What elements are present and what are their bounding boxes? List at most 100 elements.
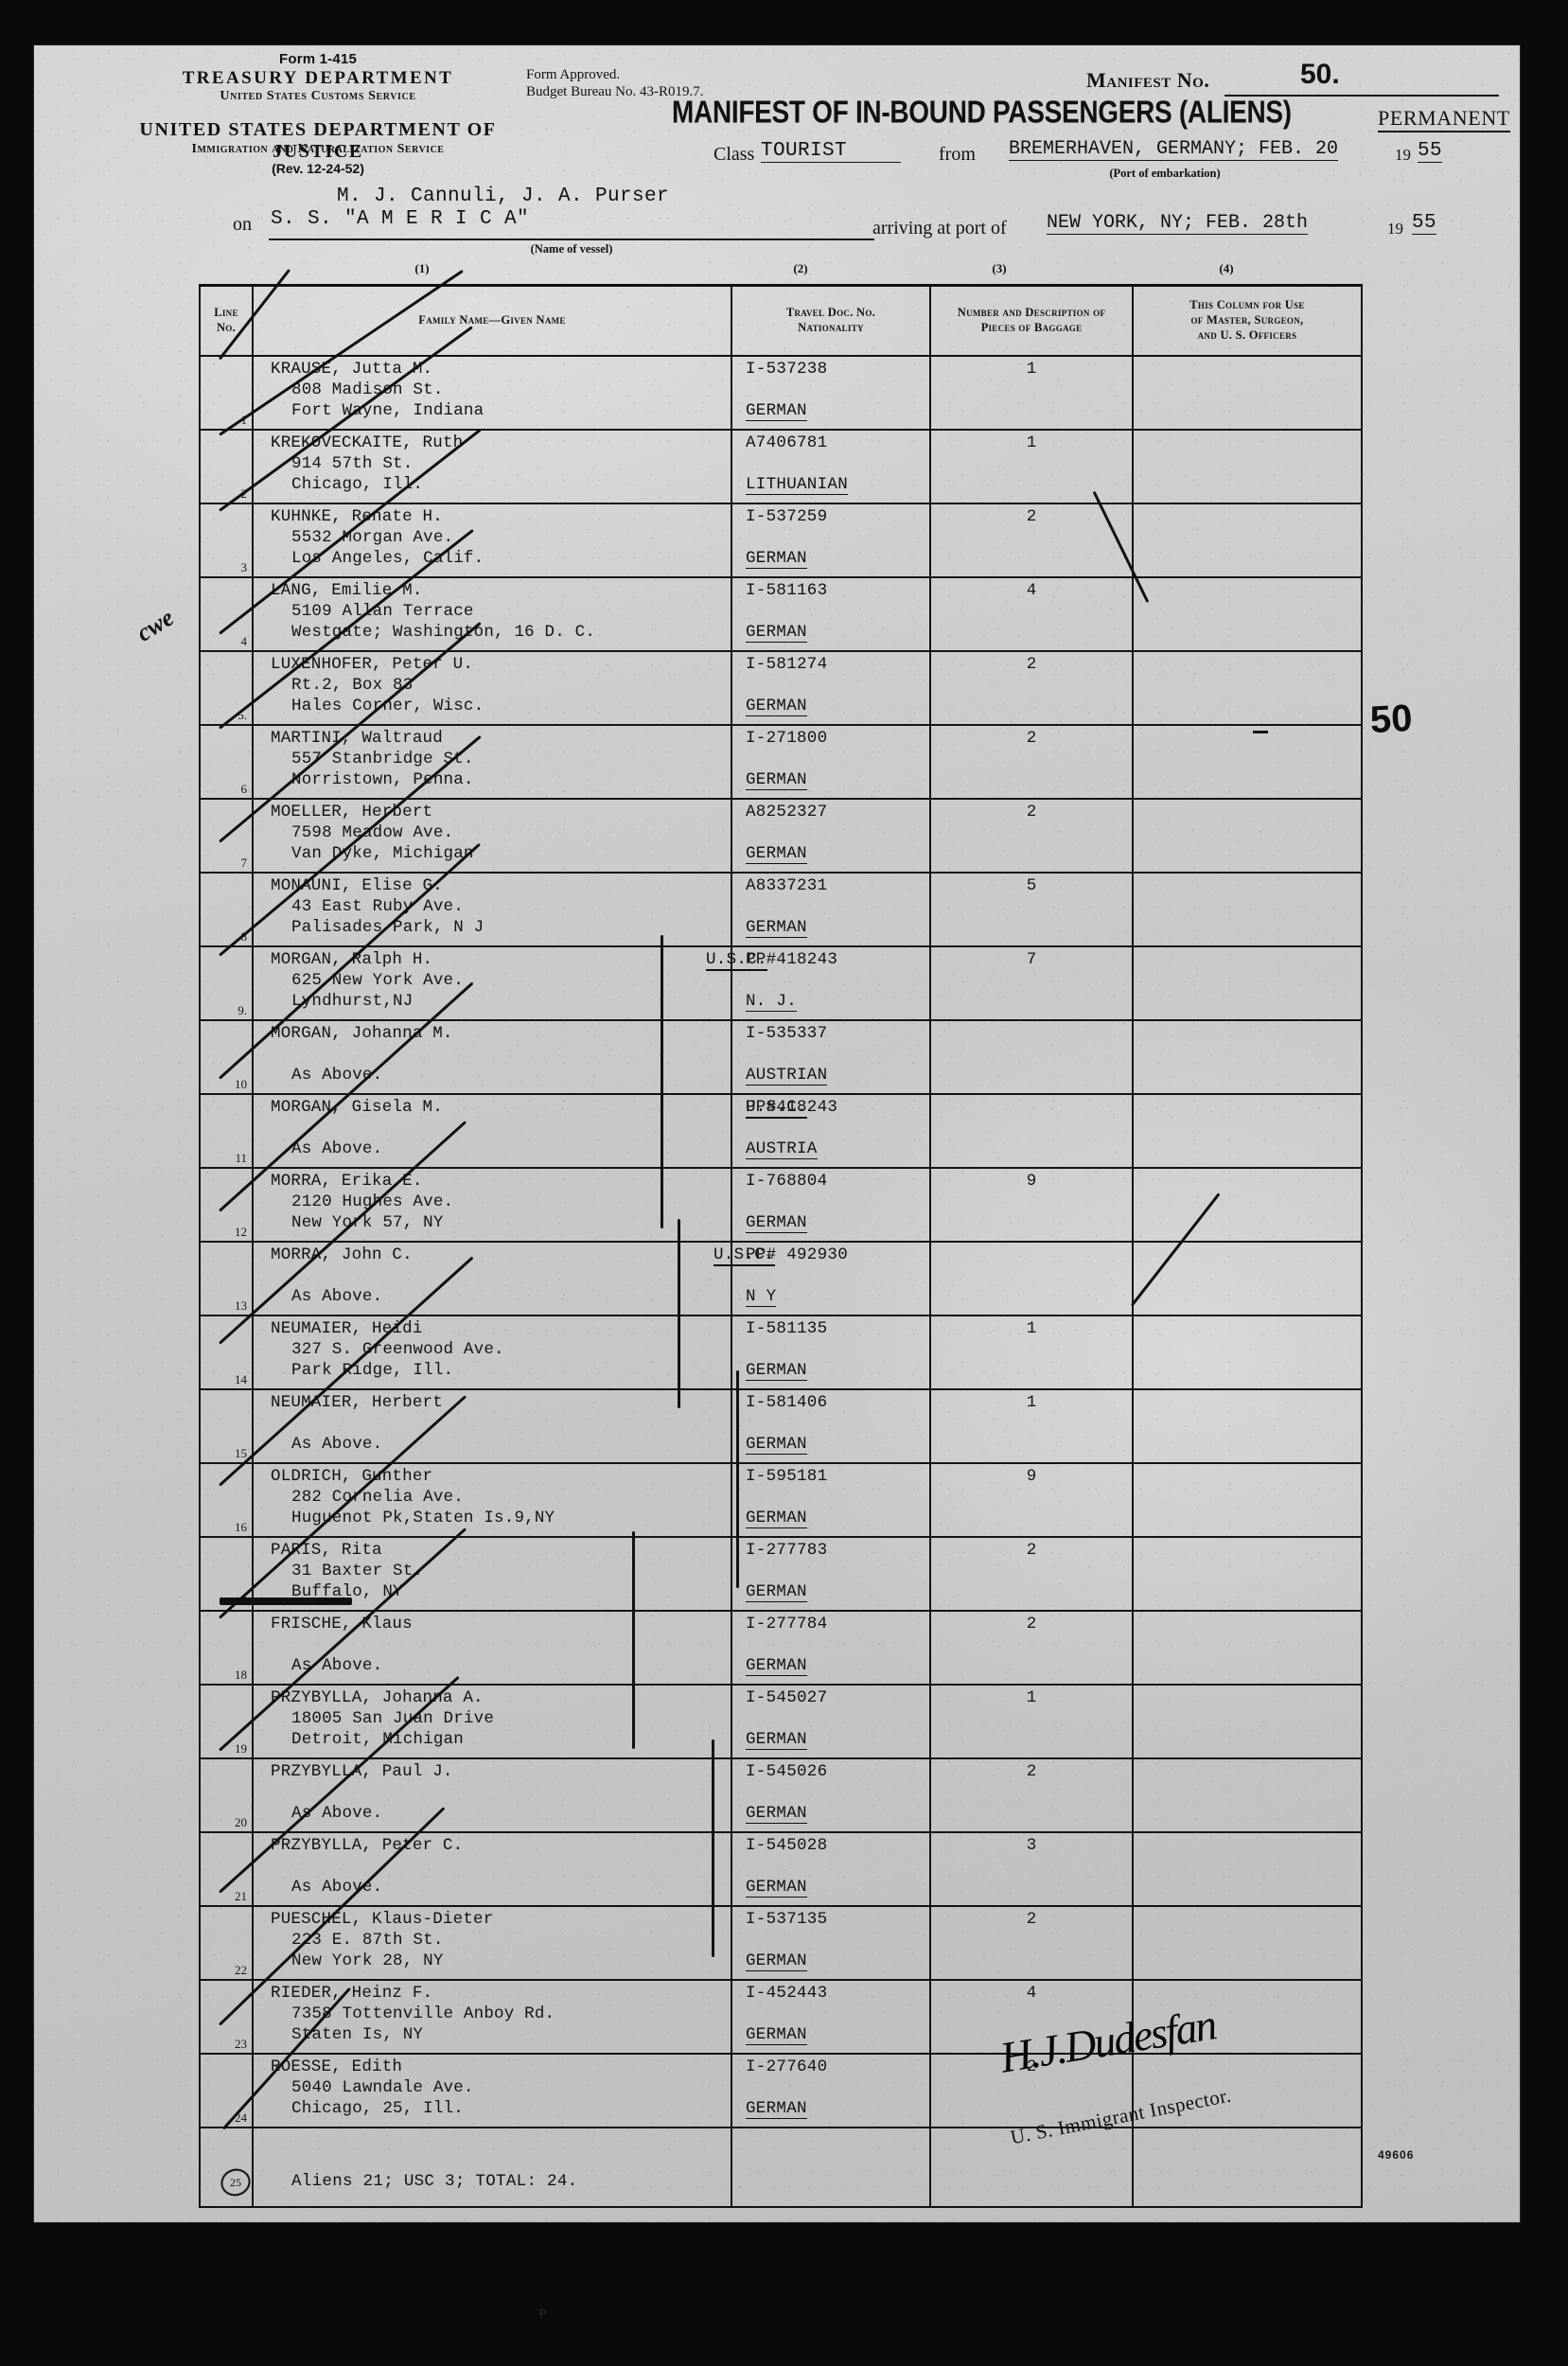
passenger-rows-host: 1 KRAUSE, Jutta M.808 Madison St. Fort Way… bbox=[201, 357, 1361, 2127]
baggage-count: 9 bbox=[1026, 1467, 1037, 1486]
row-document-cell: I-537259 GERMAN bbox=[732, 504, 931, 576]
vessel-name-rule bbox=[269, 238, 874, 240]
row-line-number-cell: 5. bbox=[201, 652, 254, 724]
travel-document-number: I-545027 bbox=[746, 1688, 828, 1707]
row-officers-cell bbox=[1134, 1907, 1361, 1979]
row-baggage-cell: 1 bbox=[931, 357, 1134, 429]
nationality: GERMAN bbox=[746, 623, 807, 643]
row-document-cell: I-537135 GERMAN bbox=[732, 1907, 931, 1979]
row-document-cell: PP# 492930 N Y bbox=[732, 1243, 931, 1315]
travel-document-number: I-277784 bbox=[746, 1615, 828, 1633]
passenger-address-line-2: Hales Corner, Wisc. bbox=[291, 697, 484, 715]
table-row: 18 FRISCHE, Klaus As Above. I-277784 GERMAN 2 bbox=[201, 1610, 1361, 1684]
passenger-name: PRZYBYLLA, Johanna A. bbox=[271, 1688, 484, 1707]
row-line-number: 18 bbox=[235, 1668, 247, 1682]
header-off-l2: of Master, Surgeon, bbox=[1190, 313, 1304, 327]
baggage-count: 1 bbox=[1026, 1393, 1037, 1412]
passenger-address-line-1: 223 E. 87th St. bbox=[291, 1931, 444, 1950]
arriving-at-port-label: arriving at port of bbox=[872, 218, 1007, 238]
passenger-address-line-1: 282 Cornelia Ave. bbox=[291, 1488, 464, 1507]
travel-document-number: I-537259 bbox=[746, 507, 828, 526]
row-baggage-cell bbox=[931, 1095, 1134, 1167]
treasury-department-title: TREASURY DEPARTMENT bbox=[182, 68, 454, 88]
passenger-address-line-2: As Above. bbox=[291, 1066, 383, 1085]
nationality: GERMAN bbox=[746, 1656, 807, 1676]
row-line-number-cell: 23 bbox=[201, 1981, 254, 2053]
officer-column-handwritten-mark: 50 bbox=[1368, 697, 1414, 742]
row-document-cell: I-545027 GERMAN bbox=[732, 1686, 931, 1757]
customs-service-title: United States Customs Service bbox=[220, 89, 416, 103]
baggage-count: 5 bbox=[1026, 876, 1037, 895]
row-baggage-cell: 3 bbox=[931, 1833, 1134, 1905]
passenger-address-line-1: 7358 Tottenville Anboy Rd. bbox=[291, 2004, 555, 2023]
nationality: GERMAN bbox=[746, 1804, 807, 1824]
row-line-number: 22 bbox=[235, 1963, 247, 1977]
total-row-line-cell: 25 bbox=[201, 2128, 254, 2206]
passenger-address-line-2: New York 28, NY bbox=[291, 1951, 444, 1970]
baggage-count: 2 bbox=[1026, 1541, 1037, 1560]
row-name-cell: ROESSE, Edith 5040 Lawndale Ave. Chicago, … bbox=[254, 2055, 732, 2127]
table-row: 11 MORGAN, Gisela M. As Above. U.S.C. PP#418… bbox=[201, 1093, 1361, 1167]
table-header-row: Line No. Family Name—Given Name Travel D… bbox=[201, 287, 1361, 357]
row-document-cell: I-535337 AUSTRIAN bbox=[732, 1021, 931, 1093]
table-row: 16 OLDRICH, Gunther 282 Cornelia Ave. Hugue… bbox=[201, 1462, 1361, 1536]
passenger-address-line-2: As Above. bbox=[291, 1656, 383, 1675]
table-row: 7 MOELLER, Herbert 7598 Meadow Ave. Van Dyk… bbox=[201, 798, 1361, 872]
row-line-number-cell: 7 bbox=[201, 800, 254, 872]
header-cell-document: Travel Doc. No. Nationality bbox=[732, 287, 931, 355]
row-officers-cell bbox=[1134, 1095, 1361, 1167]
passenger-address-line-2: Chicago, 25, Ill. bbox=[291, 2099, 464, 2118]
budget-bureau-number: Budget Bureau No. 43-R019.7. bbox=[526, 84, 704, 99]
row-line-number-cell: 13 bbox=[201, 1243, 254, 1315]
citizenship-usc-marker: U.S.C. bbox=[706, 950, 767, 971]
row-line-number: 19 bbox=[235, 1741, 247, 1756]
travel-document-number: I-595181 bbox=[746, 1467, 828, 1486]
on-label: on bbox=[233, 214, 252, 235]
row-document-cell: I-545028 GERMAN bbox=[732, 1833, 931, 1905]
passenger-name: KRAUSE, Jutta M. bbox=[271, 360, 433, 379]
passenger-address-line-1: 5532 Morgan Ave. bbox=[291, 528, 454, 547]
header-name-label: Family Name—Given Name bbox=[418, 313, 566, 327]
row-name-cell: MORRA, John C. As Above. U.S.C. bbox=[254, 1243, 775, 1315]
travel-document-number: I-537135 bbox=[746, 1910, 828, 1929]
vessel-name-caption: (Name of vessel) bbox=[530, 242, 613, 256]
row-document-cell: I-537238 GERMAN bbox=[732, 357, 931, 429]
row-officers-cell bbox=[1134, 947, 1361, 1019]
baggage-count: 2 bbox=[1026, 1910, 1037, 1929]
row-line-number: 4 bbox=[240, 634, 248, 648]
row-line-number: 21 bbox=[235, 1889, 247, 1903]
row-document-cell: I-595181 GERMAN bbox=[732, 1464, 931, 1536]
total-row-line-number: 25 bbox=[221, 2170, 250, 2195]
baggage-count: 7 bbox=[1026, 950, 1037, 969]
nationality: GERMAN bbox=[746, 1582, 807, 1602]
row-document-cell: I-581163 GERMAN bbox=[732, 578, 931, 650]
permanent-label: PERMANENT bbox=[1378, 106, 1510, 132]
baggage-count: 4 bbox=[1026, 581, 1037, 600]
nationality: N Y bbox=[746, 1287, 777, 1307]
baggage-count: 1 bbox=[1026, 360, 1037, 379]
header-bag-l1: Number and Description of bbox=[957, 306, 1106, 320]
baggage-count: 2 bbox=[1026, 507, 1037, 526]
passenger-address-line-2: Los Angeles, Calif. bbox=[291, 549, 484, 568]
row-name-cell: MORGAN, Johanna M. As Above. bbox=[254, 1021, 732, 1093]
table-row: 22 PUESCHEL, Klaus-Dieter 223 E. 87th St. N… bbox=[201, 1905, 1361, 1979]
travel-document-number: I-271800 bbox=[746, 729, 828, 748]
passenger-name: MORGAN, Johanna M. bbox=[271, 1024, 453, 1043]
row-officers-cell bbox=[1134, 1686, 1361, 1757]
table-row: 3 KUHNKE, Renate H. 5532 Morgan Ave. Los An… bbox=[201, 503, 1361, 576]
row-name-cell: NEUMAIER, Herbert As Above. bbox=[254, 1390, 732, 1462]
row-officers-cell bbox=[1134, 1316, 1361, 1388]
form-revision: (Rev. 12-24-52) bbox=[272, 161, 364, 176]
row-name-cell: FRISCHE, Klaus As Above. bbox=[254, 1612, 732, 1684]
row-line-number-cell: 10 bbox=[201, 1021, 254, 1093]
manifest-number-value: 50. bbox=[1300, 59, 1340, 90]
row-document-cell: I-581406 GERMAN bbox=[732, 1390, 931, 1462]
passenger-address-line-1: 914 57th St. bbox=[291, 454, 414, 473]
table-row: 15 NEUMAIER, Herbert As Above. I-581406 GERM… bbox=[201, 1388, 1361, 1462]
baggage-count: 2 bbox=[1026, 2057, 1037, 2076]
row-officers-cell bbox=[1134, 1612, 1361, 1684]
printer-code: 49606 bbox=[1378, 2148, 1415, 2162]
passenger-name: PUESCHEL, Klaus-Dieter bbox=[271, 1910, 494, 1929]
baggage-count: 1 bbox=[1026, 1319, 1037, 1338]
travel-document-number: A8252327 bbox=[746, 803, 828, 821]
